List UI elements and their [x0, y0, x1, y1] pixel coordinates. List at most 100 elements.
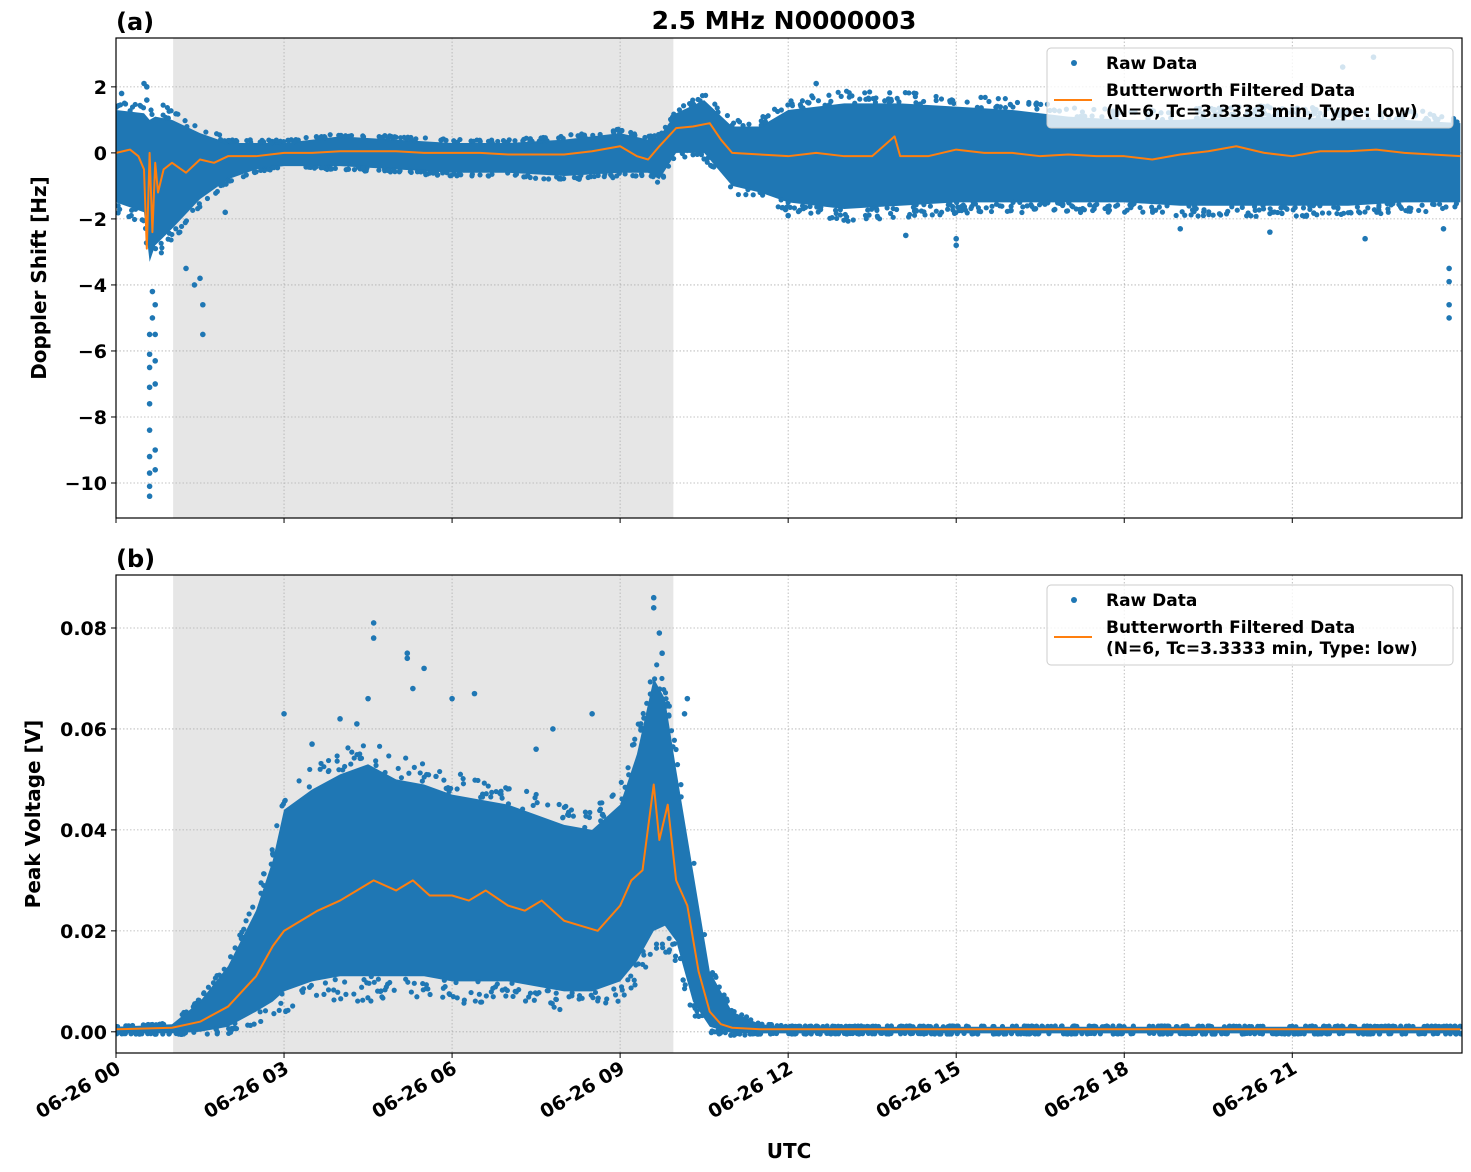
- raw-data-point: [886, 100, 892, 106]
- raw-data-point: [731, 1032, 737, 1038]
- raw-data-point: [1080, 205, 1086, 212]
- raw-data-point: [760, 192, 766, 198]
- raw-data-point: [1026, 101, 1032, 107]
- raw-data-point: [1302, 1023, 1309, 1029]
- raw-data-point: [222, 181, 228, 187]
- raw-data-point: [512, 138, 518, 144]
- raw-data-point: [1187, 1030, 1193, 1036]
- raw-data-point: [652, 133, 658, 139]
- raw-data-point: [1004, 208, 1010, 214]
- raw-data-point: [325, 757, 332, 764]
- raw-data-point: [813, 80, 819, 87]
- raw-data-point: [1219, 1031, 1225, 1037]
- raw-data-point: [168, 108, 174, 114]
- raw-data-point: [192, 123, 198, 129]
- raw-data-point: [1239, 204, 1245, 210]
- raw-data-point: [817, 1031, 823, 1037]
- raw-data-point: [414, 994, 420, 1000]
- raw-data-point: [647, 691, 653, 697]
- raw-data-point: [570, 813, 576, 819]
- raw-data-point: [283, 1008, 289, 1015]
- raw-data-point: [351, 166, 358, 173]
- raw-data-point: [1435, 1030, 1441, 1037]
- raw-data-point: [651, 676, 658, 682]
- raw-data-point: [913, 202, 919, 208]
- raw-data-point: [1124, 207, 1130, 213]
- raw-data-point: [654, 662, 660, 668]
- raw-data-point: [354, 752, 360, 758]
- raw-data-point: [421, 774, 427, 780]
- raw-data-point: [806, 1023, 812, 1029]
- raw-data-point: [128, 1031, 134, 1037]
- x-tick-label: 06-26 21: [1209, 1057, 1301, 1123]
- raw-data-point: [121, 100, 128, 106]
- raw-data-point: [290, 1003, 296, 1009]
- raw-data-point: [1271, 209, 1278, 215]
- raw-data-point: [1042, 201, 1048, 207]
- raw-data-point: [271, 165, 277, 171]
- raw-data-point: [453, 979, 459, 986]
- raw-data-point: [691, 860, 697, 866]
- raw-data-point: [865, 207, 871, 213]
- raw-data-point: [1433, 1023, 1439, 1029]
- raw-data-point: [1279, 210, 1285, 216]
- raw-data-point: [1150, 1023, 1156, 1029]
- raw-data-point: [443, 137, 449, 143]
- raw-data-point: [1326, 210, 1332, 216]
- raw-data-point: [485, 783, 491, 789]
- raw-data-point: [1199, 1023, 1206, 1029]
- raw-data-point: [1183, 1023, 1190, 1029]
- raw-data-point: [1151, 1030, 1157, 1036]
- raw-data-point: [411, 980, 417, 986]
- raw-data-point: [666, 935, 672, 942]
- raw-data-point: [524, 788, 530, 795]
- raw-data-point: [397, 168, 403, 174]
- raw-data-point: [258, 167, 264, 174]
- raw-data-point: [1443, 204, 1449, 210]
- raw-data-point: [457, 771, 464, 777]
- raw-data-point: [802, 1023, 808, 1029]
- figure-title: 2.5 MHz N0000003: [652, 6, 917, 35]
- raw-data-point: [789, 103, 796, 109]
- raw-data-point: [166, 230, 172, 236]
- raw-data-point: [116, 1024, 121, 1030]
- raw-data-point: [1459, 1031, 1462, 1037]
- raw-data-point: [117, 206, 123, 212]
- raw-data-point: [160, 1031, 166, 1037]
- raw-data-point: [477, 137, 483, 143]
- raw-data-point: [510, 993, 516, 1000]
- raw-data-point: [1008, 1031, 1015, 1037]
- raw-data-point: [160, 112, 166, 118]
- raw-data-point: [1032, 206, 1038, 212]
- raw-data-point: [336, 767, 342, 773]
- raw-data-point: [800, 105, 806, 111]
- raw-data-point: [509, 980, 515, 986]
- raw-data-point: [444, 170, 450, 176]
- raw-data-point: [850, 1030, 856, 1037]
- raw-data-point: [498, 791, 504, 798]
- raw-data-point: [964, 99, 970, 105]
- raw-data-point: [1024, 1024, 1031, 1030]
- raw-data-point: [1334, 210, 1340, 217]
- raw-data-point: [873, 95, 879, 101]
- raw-data-point: [221, 138, 228, 144]
- raw-data-point: [175, 111, 181, 117]
- legend-raw-label: Raw Data: [1106, 54, 1197, 74]
- raw-data-point: [835, 89, 841, 95]
- raw-data-point: [449, 695, 455, 702]
- raw-data-point: [1079, 1031, 1085, 1037]
- raw-data-point: [677, 955, 683, 962]
- raw-data-point: [406, 770, 412, 776]
- raw-data-point: [824, 1023, 830, 1029]
- raw-data-point: [711, 164, 717, 170]
- y-tick-label: 0.00: [60, 1022, 107, 1044]
- raw-data-point: [1234, 207, 1240, 213]
- raw-data-point: [1386, 1031, 1392, 1037]
- raw-data-point: [131, 216, 138, 223]
- raw-data-point: [222, 209, 229, 216]
- raw-data-point: [234, 138, 240, 144]
- raw-data-point: [969, 203, 975, 210]
- raw-data-point: [1377, 1031, 1383, 1037]
- raw-data-point: [1003, 1031, 1009, 1037]
- raw-data-point: [1406, 205, 1412, 211]
